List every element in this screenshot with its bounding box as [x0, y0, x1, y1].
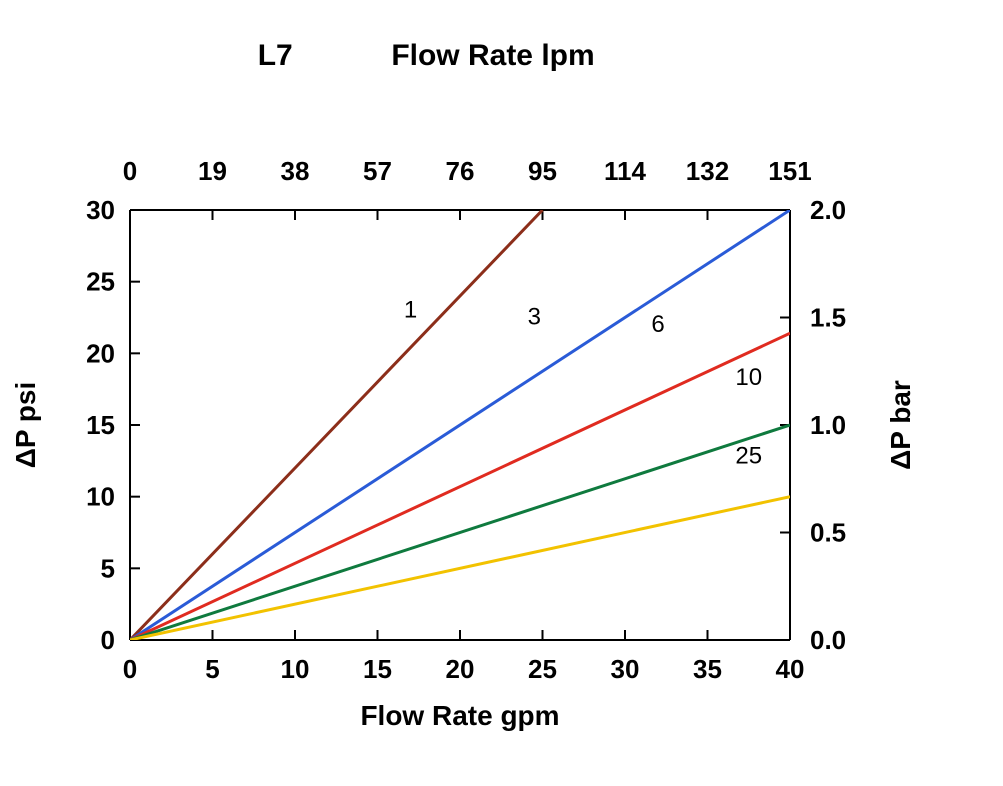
- series-label-1: 1: [404, 297, 417, 324]
- chart-title-prefix: L7: [258, 39, 293, 72]
- x-top-tick-label: 132: [686, 156, 729, 186]
- x-top-tick-label: 0: [123, 156, 137, 186]
- y-left-tick-label: 10: [86, 482, 115, 512]
- y-left-tick-label: 25: [86, 267, 115, 297]
- x-bottom-tick-label: 0: [123, 654, 137, 684]
- x-bottom-tick-label: 30: [611, 654, 640, 684]
- y-left-tick-label: 0: [101, 625, 115, 655]
- x-bottom-tick-label: 35: [693, 654, 722, 684]
- x-bottom-tick-label: 20: [446, 654, 475, 684]
- series-label-25: 25: [735, 443, 762, 470]
- x-top-tick-label: 95: [528, 156, 557, 186]
- y-left-tick-label: 5: [101, 553, 115, 583]
- y-left-tick-label: 20: [86, 338, 115, 368]
- x-bottom-tick-label: 10: [281, 654, 310, 684]
- series-label-3: 3: [528, 304, 541, 331]
- series-label-10: 10: [735, 364, 762, 391]
- x-top-tick-label: 57: [363, 156, 392, 186]
- x-bottom-axis-label: Flow Rate gpm: [360, 700, 559, 731]
- flow-rate-chart: L7Flow Rate lpm0510152025303540Flow Rate…: [0, 0, 1003, 786]
- series-label-6: 6: [651, 311, 664, 338]
- x-top-tick-label: 19: [198, 156, 227, 186]
- y-left-axis-label: ΔP psi: [10, 382, 41, 469]
- y-left-tick-label: 15: [86, 410, 115, 440]
- y-left-tick-label: 30: [86, 195, 115, 225]
- y-right-tick-label: 0.5: [810, 518, 846, 548]
- y-right-axis-label: ΔP bar: [885, 380, 916, 470]
- chart-svg: L7Flow Rate lpm0510152025303540Flow Rate…: [0, 0, 1003, 786]
- x-top-tick-label: 76: [446, 156, 475, 186]
- x-top-tick-label: 114: [604, 156, 646, 186]
- y-right-tick-label: 2.0: [810, 195, 846, 225]
- y-right-tick-label: 1.5: [810, 303, 846, 333]
- x-bottom-tick-label: 40: [776, 654, 805, 684]
- x-bottom-tick-label: 15: [363, 654, 392, 684]
- x-bottom-tick-label: 5: [205, 654, 219, 684]
- x-top-tick-label: 38: [281, 156, 310, 186]
- x-top-axis-label: Flow Rate lpm: [391, 39, 594, 72]
- x-bottom-tick-label: 25: [528, 654, 557, 684]
- x-top-tick-label: 151: [768, 156, 811, 186]
- y-right-tick-label: 1.0: [810, 410, 846, 440]
- y-right-tick-label: 0.0: [810, 625, 846, 655]
